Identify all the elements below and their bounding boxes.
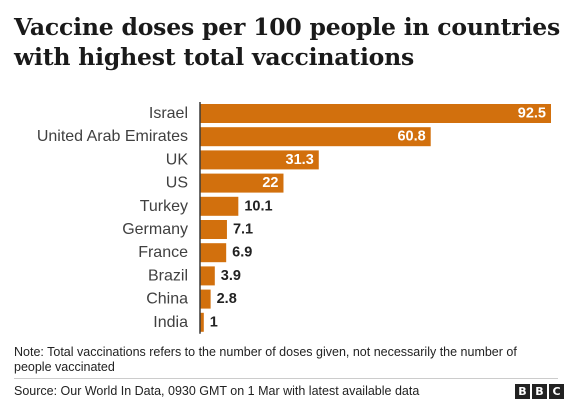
source-credit: Source: Our World In Data, 0930 GMT on 1… bbox=[14, 384, 420, 398]
logo-letter: C bbox=[549, 384, 564, 399]
bar-chart: Israel 92.5 United Arab Emirates 60.8 UK 31.3… bbox=[37, 102, 551, 334]
value-label: 3.9 bbox=[221, 268, 241, 284]
category-label: France bbox=[138, 244, 188, 261]
bar bbox=[200, 127, 431, 147]
bar bbox=[200, 150, 319, 170]
value-label: 31.3 bbox=[286, 152, 314, 168]
value-label: 1 bbox=[210, 314, 218, 330]
value-label: 60.8 bbox=[397, 129, 425, 145]
category-label: India bbox=[153, 314, 188, 331]
category-label: Turkey bbox=[140, 198, 188, 215]
logo-letter: B bbox=[532, 384, 547, 399]
bar bbox=[200, 289, 211, 309]
footer-divider bbox=[14, 378, 558, 379]
value-label: 22 bbox=[262, 175, 278, 191]
chart-title: Vaccine doses per 100 people in countrie… bbox=[14, 13, 560, 71]
bar bbox=[200, 243, 227, 263]
value-label: 7.1 bbox=[233, 222, 253, 238]
bar bbox=[200, 173, 284, 193]
bar bbox=[200, 104, 551, 123]
category-label: US bbox=[166, 175, 188, 192]
category-label: United Arab Emirates bbox=[37, 128, 188, 145]
bbc-logo: B B C bbox=[515, 384, 564, 399]
bar bbox=[200, 266, 215, 286]
bar bbox=[200, 220, 227, 239]
category-label: Israel bbox=[149, 105, 188, 122]
bar bbox=[200, 312, 204, 332]
chart-note: Note: Total vaccinations refers to the n… bbox=[14, 345, 517, 374]
logo-letter: B bbox=[515, 384, 530, 399]
value-label: 2.8 bbox=[217, 291, 237, 307]
category-label: Brazil bbox=[148, 267, 188, 284]
category-label: China bbox=[146, 291, 188, 308]
bar bbox=[200, 196, 239, 216]
value-label: 6.9 bbox=[232, 245, 252, 261]
value-label: 92.5 bbox=[518, 106, 546, 122]
category-label: Germany bbox=[122, 221, 188, 238]
value-label: 10.1 bbox=[244, 198, 272, 214]
category-label: UK bbox=[166, 151, 189, 168]
